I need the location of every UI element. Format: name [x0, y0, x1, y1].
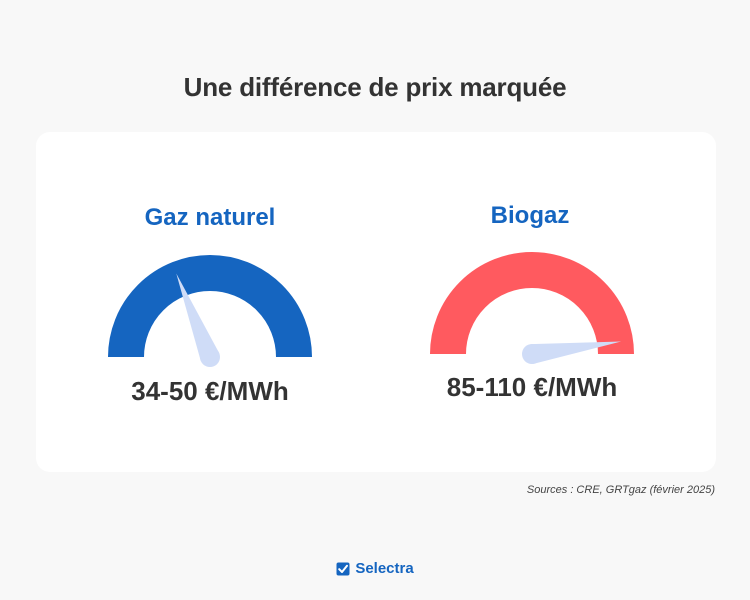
gauge-natural-gas-arc [108, 255, 312, 358]
gauge-biogas-value: 85-110 €/MWh [446, 372, 618, 402]
gauge-natural-gas-needle [176, 273, 220, 361]
checkmark-logo-icon [336, 562, 350, 575]
brand-logo: Selectra [0, 560, 750, 577]
page-title: Une différence de prix marquée [183, 72, 567, 102]
brand-name: Selectra [355, 560, 414, 577]
comparison-card: Gaz naturel 34-50 €/MWh Biogaz 85-110 €/… [36, 132, 716, 472]
gauge-biogas-arc [430, 252, 634, 355]
gauge-biogas-label: Biogaz [490, 202, 570, 229]
gauge-natural-gas [108, 255, 312, 367]
gauge-natural-gas-value: 34-50 €/MWh [131, 376, 289, 406]
sources-note: Sources : CRE, GRTgaz (février 2025) [526, 484, 715, 496]
gauge-biogas-needle [530, 341, 622, 364]
gauge-biogas [430, 252, 634, 364]
gauge-natural-gas-label: Gaz naturel [144, 204, 276, 231]
gauge-natural-gas-hub [200, 347, 220, 367]
gauge-biogas-hub [522, 344, 542, 364]
